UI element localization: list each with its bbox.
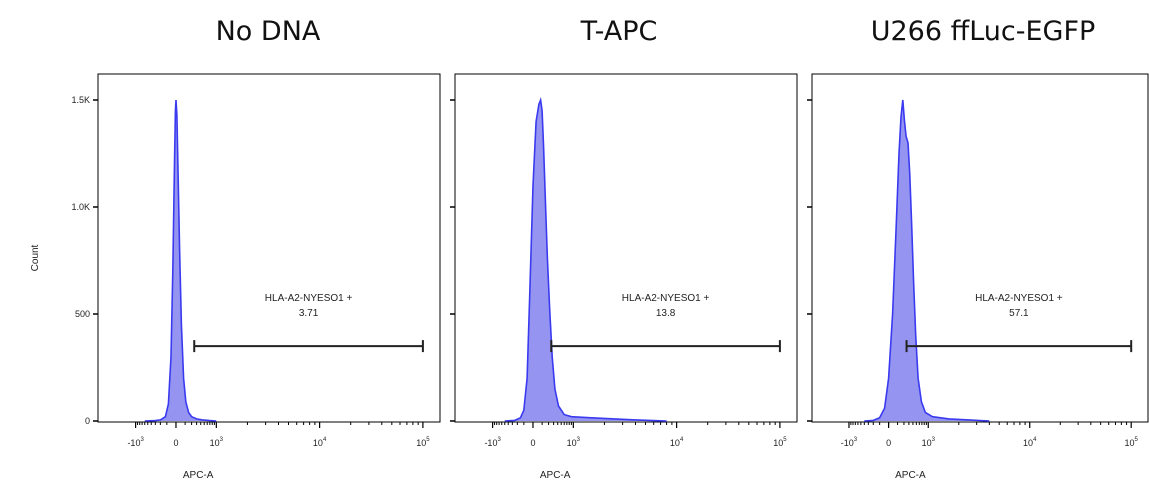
y-tick-label: 500 bbox=[75, 309, 90, 319]
x-tick-label: 103 bbox=[210, 437, 224, 448]
x-tick-label: 103 bbox=[922, 437, 936, 448]
histogram-panel-3: U266 ffLuc-EGFP -103 0 103 104 105 APC-A HLA-A2… bbox=[807, 16, 1149, 481]
gate-name: HLA-A2-NYESO1 + bbox=[265, 293, 353, 304]
gate-name: HLA-A2-NYESO1 + bbox=[975, 293, 1063, 304]
y-tick-label: 1.0K bbox=[71, 202, 90, 212]
x-tick-label: 104 bbox=[313, 437, 327, 448]
x-tick-label: 105 bbox=[1125, 437, 1139, 448]
histogram-panel-2: T-APC -103 0 103 104 105 APC-A HLA-A2-NYESO1 + 1… bbox=[450, 16, 798, 481]
x-axis-label: APC-A bbox=[540, 470, 571, 481]
histogram-line bbox=[144, 99, 217, 422]
histogram-line bbox=[864, 99, 990, 422]
x-tick-label: 103 bbox=[567, 437, 581, 448]
x-tick-label: -103 bbox=[127, 437, 144, 448]
histogram-area bbox=[504, 100, 667, 421]
gate-percent: 3.71 bbox=[299, 308, 319, 319]
y-tick-label: 1.5K bbox=[71, 95, 90, 105]
x-tick-label: 104 bbox=[670, 437, 684, 448]
x-axis-label: APC-A bbox=[895, 470, 926, 481]
histogram-panel-1: No DNA 0 500 1.0K 1.5K Count -103 0 103 104 105 APC… bbox=[30, 16, 441, 481]
gate-name: HLA-A2-NYESO1 + bbox=[622, 293, 710, 304]
plot-frame bbox=[811, 73, 1149, 423]
x-tick-label: 104 bbox=[1023, 437, 1037, 448]
gate-percent: 57.1 bbox=[1009, 308, 1029, 319]
panel-title: No DNA bbox=[216, 16, 321, 47]
panel-title: U266 ffLuc-EGFP bbox=[871, 16, 1096, 47]
y-axis-label: Count bbox=[30, 244, 41, 271]
x-tick-label: -103 bbox=[841, 437, 858, 448]
x-tick-label: 105 bbox=[416, 437, 430, 448]
x-axis-label: APC-A bbox=[183, 470, 214, 481]
plot-frame bbox=[97, 73, 441, 423]
gate-percent: 13.8 bbox=[656, 308, 676, 319]
histogram-area bbox=[864, 100, 990, 421]
x-tick-label: 105 bbox=[773, 437, 787, 448]
plot-frame bbox=[454, 73, 798, 423]
histogram-line bbox=[504, 96, 667, 422]
x-tick-label: 0 bbox=[173, 438, 178, 448]
y-tick-label: 0 bbox=[85, 416, 90, 426]
panel-title: T-APC bbox=[580, 16, 658, 47]
x-tick-label: 0 bbox=[886, 438, 891, 448]
histogram-area bbox=[144, 100, 217, 421]
x-tick-label: -103 bbox=[484, 437, 501, 448]
x-tick-label: 0 bbox=[530, 438, 535, 448]
